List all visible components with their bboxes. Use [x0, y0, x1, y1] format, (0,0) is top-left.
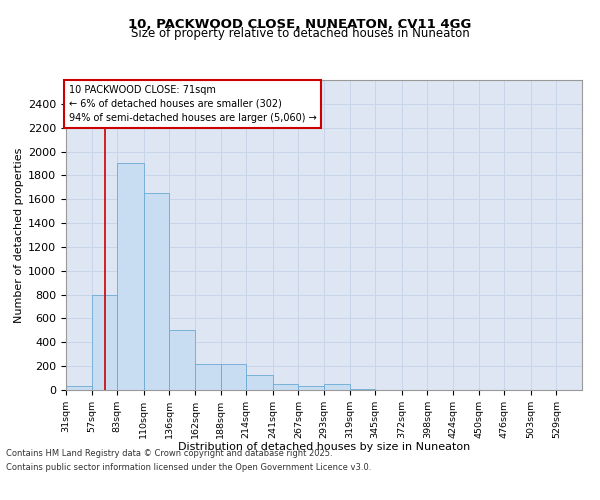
Bar	[273, 384, 298, 390]
Bar	[117, 164, 144, 390]
Bar	[195, 364, 221, 390]
Text: 10, PACKWOOD CLOSE, NUNEATON, CV11 4GG: 10, PACKWOOD CLOSE, NUNEATON, CV11 4GG	[128, 18, 472, 30]
Bar	[144, 194, 169, 390]
Bar	[324, 384, 350, 390]
Text: 10 PACKWOOD CLOSE: 71sqm
← 6% of detached houses are smaller (302)
94% of semi-d: 10 PACKWOOD CLOSE: 71sqm ← 6% of detache…	[68, 84, 316, 122]
Y-axis label: Number of detached properties: Number of detached properties	[14, 148, 24, 322]
Bar	[221, 364, 246, 390]
Text: Size of property relative to detached houses in Nuneaton: Size of property relative to detached ho…	[131, 28, 469, 40]
X-axis label: Distribution of detached houses by size in Nuneaton: Distribution of detached houses by size …	[178, 442, 470, 452]
Text: Contains HM Land Registry data © Crown copyright and database right 2025.: Contains HM Land Registry data © Crown c…	[6, 448, 332, 458]
Bar	[66, 386, 92, 390]
Bar	[169, 330, 195, 390]
Bar	[298, 386, 324, 390]
Bar	[92, 294, 117, 390]
Text: Contains public sector information licensed under the Open Government Licence v3: Contains public sector information licen…	[6, 464, 371, 472]
Bar	[246, 375, 273, 390]
